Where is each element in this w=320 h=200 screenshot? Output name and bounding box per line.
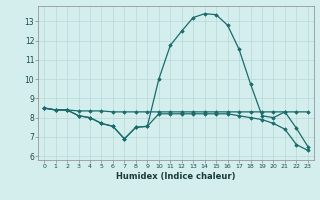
X-axis label: Humidex (Indice chaleur): Humidex (Indice chaleur)	[116, 172, 236, 181]
